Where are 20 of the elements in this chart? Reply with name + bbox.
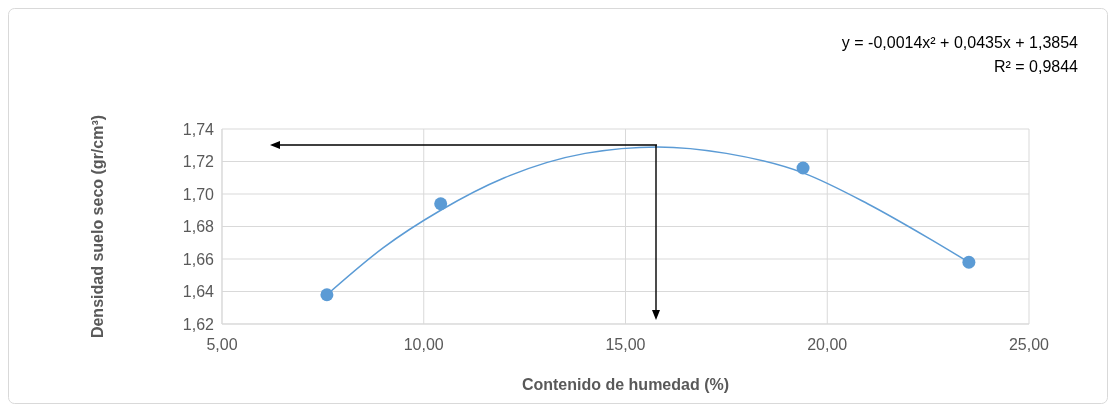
text: R² = 0,9844 (993, 58, 1079, 75)
x-tick-label: 5,00 (206, 336, 238, 353)
y-tick-label: 1,66 (182, 250, 215, 268)
x-tick-label: 20,00 (807, 336, 848, 353)
y-tick-label: 1,74 (182, 120, 215, 138)
x-tick-label: 10,00 (403, 336, 444, 353)
y-tick-label: 1,68 (182, 218, 215, 236)
y-axis-title: Densidad suelo seco (gr/cm³) (89, 114, 106, 339)
point (434, 197, 448, 211)
point (320, 288, 334, 302)
y-tick-label: 1,72 (182, 153, 215, 171)
point (796, 161, 810, 175)
x-tick-label: 25,00 (1008, 336, 1050, 353)
x-axis-title: Contenido de humedad (%) (521, 376, 730, 393)
y-tick-label: 1,62 (182, 315, 215, 333)
text: y = -0,0014x² + 0,0435x + 1,3854 (841, 34, 1079, 51)
y-tick-label: 1,64 (182, 283, 215, 301)
point (962, 255, 976, 269)
x-tick-label: 15,00 (605, 336, 646, 353)
y-tick-label: 1,70 (182, 185, 215, 203)
